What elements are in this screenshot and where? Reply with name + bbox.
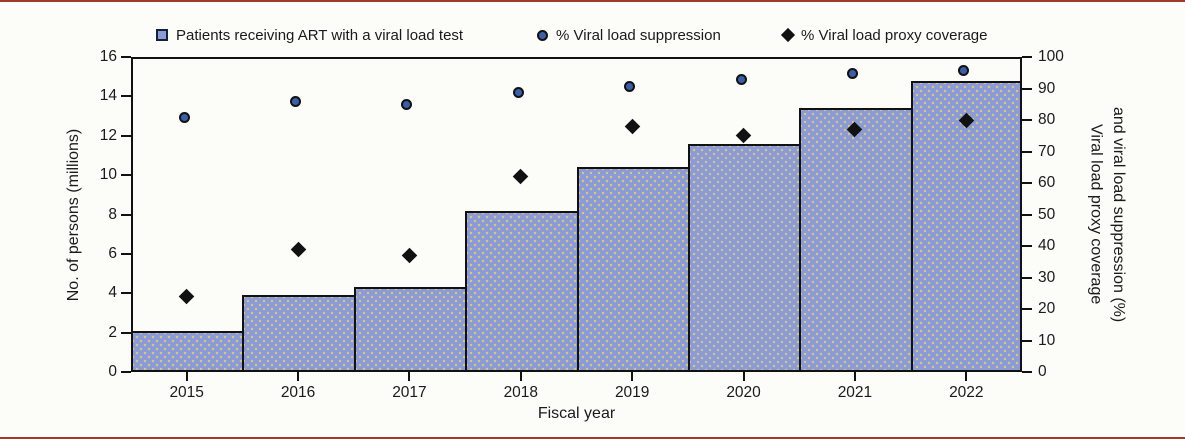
x-axis-tick-label: 2016	[280, 384, 316, 401]
right-axis-tick	[1022, 182, 1032, 184]
left-axis-tick	[121, 56, 131, 58]
x-axis-tick	[631, 372, 634, 381]
right-axis-title-line2: and viral load suppression (%)	[1109, 106, 1127, 323]
legend-label: % Viral load suppression	[556, 26, 721, 44]
legend-label: Patients receiving ART with a viral load…	[176, 26, 464, 44]
diamond-marker-icon	[780, 27, 796, 43]
legend-item-art-patients: Patients receiving ART with a viral load…	[156, 26, 463, 44]
right-axis-tick-label: 70	[1038, 142, 1056, 160]
left-axis-tick-label: 10	[99, 166, 117, 184]
suppression-point-2017	[401, 99, 413, 111]
x-axis-tick-label: 2018	[503, 384, 539, 401]
left-axis-tick-label: 6	[108, 244, 117, 262]
left-axis-tick	[121, 95, 131, 98]
left-axis-tick	[121, 134, 131, 137]
right-axis-tick-label: 90	[1038, 79, 1056, 97]
x-axis-tick	[742, 372, 745, 381]
x-axis-tick-label: 2022	[949, 384, 984, 401]
x-axis-tick	[853, 372, 856, 381]
bar-square-icon	[156, 29, 168, 41]
x-axis-tick	[965, 372, 968, 381]
bar-2015	[131, 330, 245, 372]
suppression-point-2015	[178, 112, 190, 123]
legend-item-proxy-coverage: % Viral load proxy coverage	[780, 26, 988, 44]
right-axis-tick	[1022, 56, 1032, 58]
left-axis-tick-label: 4	[108, 284, 117, 302]
x-axis-tick-label: 2021	[837, 384, 873, 401]
left-axis-tick	[121, 292, 131, 295]
left-axis-tick	[121, 252, 131, 255]
left-axis-tick-label: 2	[108, 323, 117, 341]
x-axis-tick-label: 2020	[726, 384, 761, 401]
left-axis-title: No. of persons (millions)	[65, 128, 82, 301]
left-axis-tick	[121, 331, 131, 334]
top-red-rule	[0, 0, 1185, 2]
left-axis-tick-label: 16	[99, 48, 117, 65]
right-axis-tick-label: 20	[1038, 300, 1056, 317]
suppression-point-2022	[958, 64, 970, 76]
right-axis-tick-label: 40	[1038, 237, 1056, 254]
bar-2018	[465, 210, 579, 372]
right-axis-tick	[1022, 339, 1032, 342]
suppression-point-2018	[512, 86, 524, 98]
right-axis-tick-label: 50	[1038, 205, 1056, 223]
bottom-red-rule	[0, 437, 1185, 439]
bar-2016	[242, 295, 356, 372]
right-axis-tick-label: 10	[1038, 331, 1056, 349]
bar-2021	[799, 108, 913, 372]
suppression-point-2021	[846, 67, 858, 79]
right-axis-title: Viral load proxy coverage and viral load…	[1084, 57, 1129, 372]
x-axis-tick	[519, 372, 522, 381]
right-axis-tick-label: 30	[1038, 268, 1056, 286]
right-axis-tick-label: 0	[1038, 363, 1047, 380]
bar-2022	[910, 80, 1022, 372]
left-axis-tick-label: 14	[99, 87, 117, 105]
x-axis-tick-label: 2019	[614, 384, 650, 401]
left-axis-tick	[121, 213, 131, 216]
suppression-point-2016	[290, 96, 302, 108]
left-axis-tick-label: 8	[108, 205, 117, 223]
right-axis-tick	[1022, 371, 1032, 373]
bar-2017	[353, 287, 468, 372]
x-axis-tick	[408, 372, 411, 381]
legend-item-suppression: % Viral load suppression	[537, 26, 721, 44]
right-axis-tick	[1022, 119, 1032, 121]
right-axis-tick	[1022, 276, 1032, 279]
legend-label: % Viral load proxy coverage	[801, 26, 988, 44]
right-axis-tick	[1022, 150, 1032, 153]
right-axis-tick	[1022, 308, 1032, 310]
right-axis-tick	[1022, 245, 1032, 247]
right-axis-tick-label: 60	[1038, 174, 1056, 191]
left-axis-tick-label: 0	[108, 363, 117, 380]
x-axis-tick-label: 2017	[392, 384, 427, 401]
x-axis-tick	[185, 372, 188, 381]
bar-2019	[576, 167, 690, 372]
suppression-point-2019	[624, 80, 636, 92]
suppression-point-2020	[735, 74, 747, 86]
right-axis-tick-label: 80	[1038, 111, 1056, 128]
right-axis-tick-label: 100	[1038, 48, 1064, 65]
left-axis-tick	[121, 174, 131, 177]
right-axis-title-line1: Viral load proxy coverage	[1087, 124, 1105, 305]
bar-2020	[687, 143, 802, 372]
right-axis-tick	[1022, 87, 1032, 90]
x-axis-title: Fiscal year	[537, 405, 616, 422]
circle-marker-icon	[537, 29, 548, 41]
x-axis-tick-label: 2015	[169, 384, 204, 401]
left-axis-tick	[121, 371, 131, 373]
x-axis-tick	[297, 372, 300, 381]
left-axis-tick-label: 12	[99, 126, 117, 144]
right-axis-tick	[1022, 213, 1032, 216]
